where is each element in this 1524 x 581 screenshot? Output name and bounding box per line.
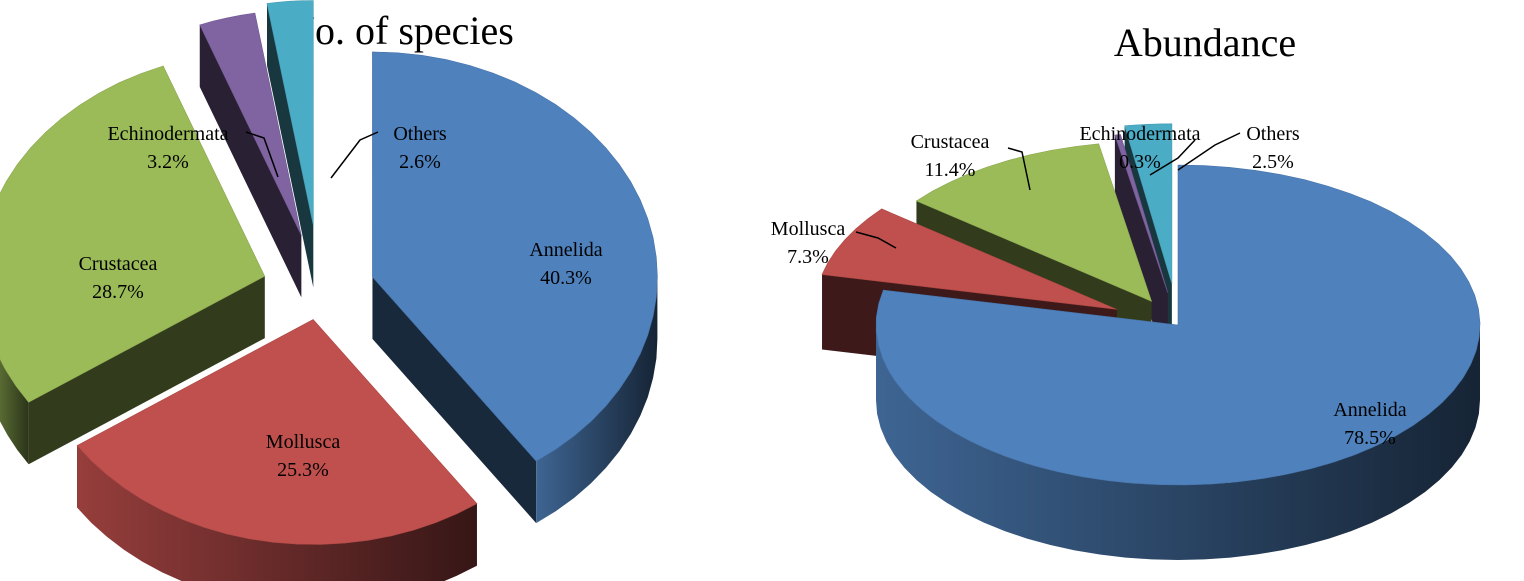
echinodermata-value-label: 3.2% — [147, 151, 189, 173]
mollusca-slice — [821, 208, 1117, 310]
others-category-label: Others — [1246, 123, 1300, 145]
crustacea-category-label: Crustacea — [79, 253, 158, 275]
mollusca-outer-wall — [77, 445, 477, 581]
annelida-cut-wall-end — [372, 276, 537, 524]
mollusca-value-label: 25.3% — [277, 459, 329, 481]
mollusca-slice — [76, 319, 478, 545]
others-slice — [1124, 123, 1173, 284]
annelida-slice — [372, 51, 658, 462]
echinodermata-slice — [1114, 134, 1169, 293]
echinodermata-leader-line — [1149, 139, 1196, 176]
annelida-value-label: 78.5% — [1344, 427, 1396, 449]
species-pie-chart: No. of species Annelida 40.3% Mollusca 25.3… — [0, 0, 658, 581]
echinodermata-leader-line — [245, 131, 279, 178]
mollusca-category-label: Mollusca — [771, 218, 846, 240]
crustacea-value-label: 11.4% — [925, 159, 976, 181]
others-leader-line — [330, 131, 379, 179]
slice-labels: Annelida 78.5% Mollusca 7.3% Crustacea 11.4% E… — [771, 123, 1407, 449]
crustacea-cut-wall-start — [28, 276, 265, 465]
annelida-slice — [875, 164, 1481, 486]
slice-tops — [0, 0, 658, 545]
echinodermata-value-label: 0.3% — [1119, 151, 1161, 173]
annelida-category-label: Annelida — [529, 239, 602, 261]
others-cut-wall-start — [267, 3, 314, 288]
others-value-label: 2.5% — [1252, 151, 1294, 173]
echinodermata-category-label: Echinodermata — [1079, 123, 1200, 145]
annelida-outer-wall — [876, 325, 1480, 560]
chart-title: Abundance — [1114, 20, 1296, 65]
annelida-value-label: 40.3% — [540, 267, 592, 289]
slice-tops — [821, 123, 1481, 486]
echinodermata-slice — [199, 12, 302, 236]
others-value-label: 2.6% — [399, 151, 441, 173]
mollusca-category-label: Mollusca — [266, 431, 341, 453]
others-category-label: Others — [393, 123, 447, 145]
annelida-outer-wall — [536, 276, 658, 524]
chart-title: No. of species — [286, 8, 514, 53]
others-slice — [266, 0, 314, 226]
slice-labels: Annelida 40.3% Mollusca 25.3% Crustacea 28.7%… — [79, 123, 603, 481]
annelida-category-label: Annelida — [1333, 399, 1406, 421]
crustacea-category-label: Crustacea — [911, 131, 990, 153]
crustacea-leader-line — [1007, 147, 1031, 191]
crustacea-outer-wall — [0, 359, 29, 465]
crustacea-value-label: 28.7% — [92, 281, 144, 303]
echinodermata-cut-wall-end — [1120, 134, 1168, 368]
abundance-pie-chart: Abundance Annelida 78.5% Mollusca 7.3% Crust… — [771, 20, 1481, 560]
echinodermata-category-label: Echinodermata — [107, 123, 228, 145]
mollusca-value-label: 7.3% — [787, 246, 829, 268]
echinodermata-cut-wall-start — [199, 24, 302, 298]
crustacea-slice — [0, 65, 266, 403]
crustacea-slice — [915, 143, 1153, 302]
others-leader-line — [1177, 132, 1241, 171]
mollusca-leader-line — [855, 231, 897, 249]
